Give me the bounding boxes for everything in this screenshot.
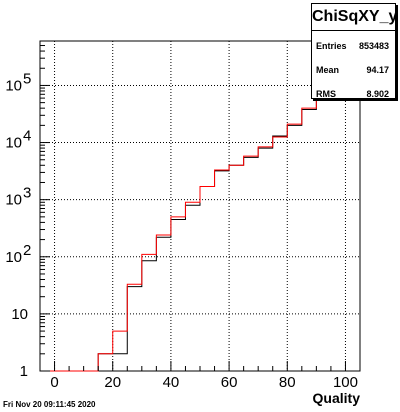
stats-entries-label: Entries: [316, 41, 347, 51]
x-tick-label: 0: [50, 374, 58, 391]
y-tick-label: 10: [5, 135, 22, 152]
y-tick-label: 10: [5, 249, 22, 266]
x-axis-title: Quality: [313, 390, 361, 406]
y-tick-exponent: 5: [23, 70, 31, 87]
y-tick-exponent: 3: [23, 185, 31, 202]
timestamp: Fri Nov 20 09:11:45 2020: [3, 400, 96, 409]
stats-box: ChiSqXY_y Entries 853483 Mean 94.17 RMS …: [311, 3, 397, 99]
x-axis: 0 20 40 60 80 100: [50, 361, 358, 391]
y-tick-label: 10: [5, 77, 22, 94]
stats-title: ChiSqXY_y: [312, 4, 397, 31]
stats-rms-label: RMS: [316, 89, 336, 99]
y-tick-label: 10: [11, 306, 28, 323]
stats-rms: RMS 8.902: [312, 79, 395, 103]
x-tick-label: 100: [333, 374, 358, 391]
stats-mean: Mean 94.17: [312, 55, 395, 79]
y-tick-exponent: 4: [23, 128, 31, 145]
histogram-series: [40, 58, 360, 372]
stats-entries-value: 853483: [358, 41, 389, 51]
x-tick-label: 20: [104, 374, 121, 391]
stats-mean-value: 94.17: [366, 65, 389, 75]
stats-mean-label: Mean: [316, 65, 340, 75]
y-tick-exponent: 2: [23, 242, 31, 259]
y-tick-label: 10: [5, 192, 22, 209]
y-tick-label: 1: [20, 363, 28, 380]
stats-entries: Entries 853483: [312, 31, 395, 55]
histogram-series: [40, 62, 360, 372]
x-tick-label: 40: [163, 374, 180, 391]
histograms: [40, 58, 360, 372]
x-tick-label: 60: [221, 374, 238, 391]
x-tick-label: 80: [279, 374, 296, 391]
stats-rms-value: 8.902: [366, 89, 389, 99]
